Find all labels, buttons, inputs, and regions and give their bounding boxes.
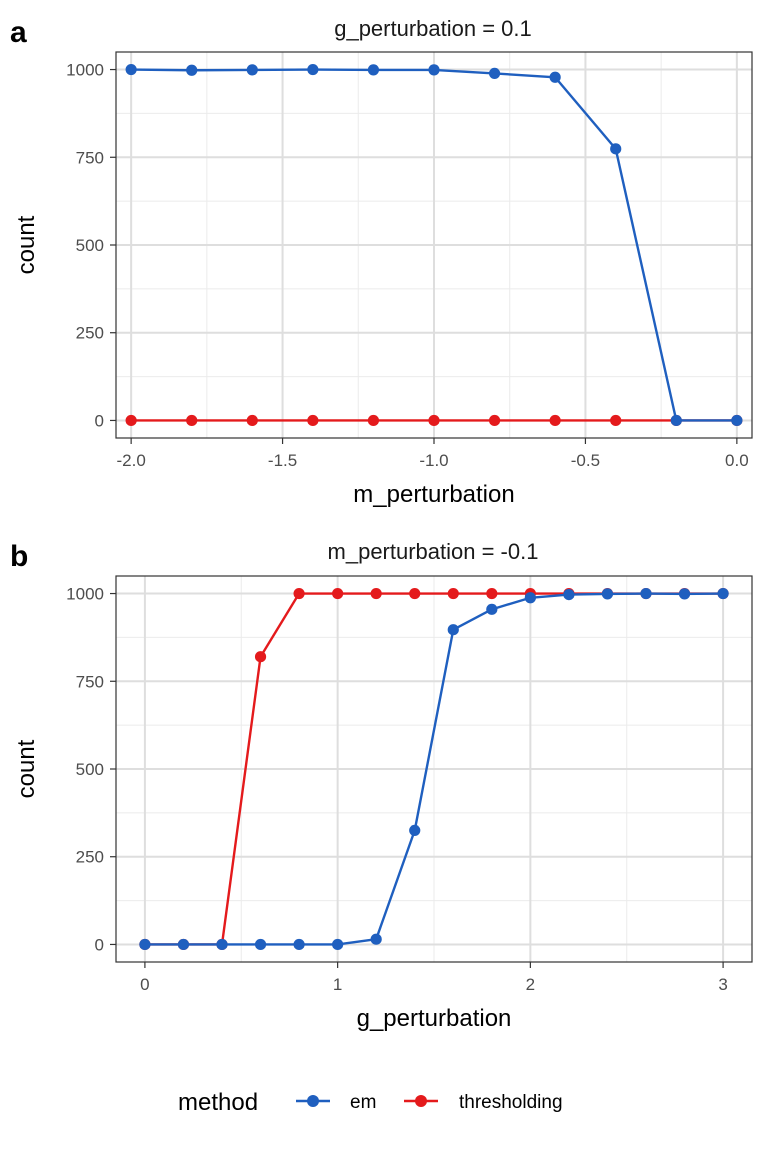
panel-b-xlabel: g_perturbation bbox=[357, 1005, 512, 1032]
panel-b-ticks: 0 1 2 3 0 250 500 750 1000 bbox=[66, 585, 728, 994]
x-tick-label: -0.5 bbox=[571, 451, 600, 470]
y-tick-label: 1000 bbox=[66, 61, 104, 80]
y-tick-label: 750 bbox=[76, 148, 104, 167]
data-point-em bbox=[409, 824, 421, 837]
data-point-thresholding bbox=[254, 651, 267, 663]
data-point-em bbox=[563, 588, 575, 601]
y-tick-label: 500 bbox=[76, 236, 104, 255]
data-point-thresholding bbox=[293, 587, 305, 600]
data-point-thresholding bbox=[486, 587, 498, 600]
y-tick-label: 500 bbox=[76, 760, 104, 779]
data-point-em bbox=[186, 64, 198, 76]
data-point-thresholding bbox=[307, 414, 319, 427]
data-point-thresholding bbox=[246, 414, 258, 427]
y-tick-label: 250 bbox=[76, 848, 104, 867]
data-point-thresholding bbox=[549, 414, 561, 427]
legend-item-em: em bbox=[296, 1092, 376, 1113]
data-point-em bbox=[246, 64, 258, 76]
data-point-em bbox=[332, 938, 344, 951]
data-point-em bbox=[216, 938, 228, 951]
x-tick-label: 1 bbox=[333, 975, 342, 994]
panel-a-xlabel: m_perturbation bbox=[353, 481, 514, 508]
data-point-em bbox=[488, 67, 501, 80]
data-point-em bbox=[447, 624, 459, 636]
data-point-em bbox=[486, 603, 498, 615]
data-point-thresholding bbox=[447, 587, 459, 600]
x-tick-label: 2 bbox=[526, 975, 535, 994]
data-point-em bbox=[717, 587, 729, 600]
panel-a-ylabel: count bbox=[13, 215, 40, 274]
x-tick-label: 0 bbox=[140, 975, 149, 994]
legend-em-marker bbox=[307, 1095, 319, 1107]
y-tick-label: 750 bbox=[76, 672, 104, 691]
data-point-thresholding bbox=[488, 414, 501, 427]
data-point-thresholding bbox=[367, 414, 380, 427]
legend-thresholding-label: thresholding bbox=[459, 1092, 563, 1113]
panel-a: a g_perturbation = 0.1 -2.0 -1.5 -1.0 -0.5 0… bbox=[10, 16, 753, 508]
x-tick-label: 0.0 bbox=[725, 451, 749, 470]
x-tick-label: -1.0 bbox=[419, 451, 448, 470]
data-point-em bbox=[428, 64, 440, 76]
data-point-em bbox=[125, 63, 137, 76]
data-point-em bbox=[139, 938, 151, 951]
data-point-em bbox=[678, 588, 691, 600]
data-point-em bbox=[524, 592, 536, 604]
data-point-em bbox=[549, 71, 561, 83]
x-tick-label: -1.5 bbox=[268, 451, 297, 470]
panel-a-tag: a bbox=[10, 16, 27, 49]
x-tick-label: -2.0 bbox=[116, 451, 145, 470]
panel-a-title: g_perturbation = 0.1 bbox=[334, 16, 532, 41]
data-point-em bbox=[367, 64, 380, 76]
legend-em-label: em bbox=[350, 1092, 376, 1113]
data-point-em bbox=[601, 588, 614, 600]
legend-title: method bbox=[178, 1089, 258, 1116]
panel-b: b m_perturbation = -0.1 0 1 2 3 0 250 500 750 10… bbox=[10, 539, 753, 1032]
data-point-em bbox=[177, 938, 190, 951]
data-point-thresholding bbox=[428, 414, 440, 427]
y-tick-label: 250 bbox=[76, 324, 104, 343]
data-point-em bbox=[254, 938, 267, 951]
panel-b-ylabel: count bbox=[13, 739, 40, 798]
legend-thresholding-marker bbox=[415, 1095, 427, 1107]
data-point-em bbox=[670, 414, 682, 427]
panel-b-tag: b bbox=[10, 540, 28, 573]
y-tick-label: 0 bbox=[95, 411, 104, 430]
panel-b-series bbox=[139, 587, 729, 951]
legend: method em thresholding bbox=[178, 1089, 563, 1116]
x-tick-label: 3 bbox=[718, 975, 727, 994]
y-tick-label: 0 bbox=[95, 935, 104, 954]
data-point-thresholding bbox=[409, 587, 421, 600]
data-point-thresholding bbox=[125, 414, 137, 427]
data-point-thresholding bbox=[370, 587, 382, 600]
y-tick-label: 1000 bbox=[66, 585, 104, 604]
data-point-em bbox=[293, 938, 305, 951]
data-point-thresholding bbox=[186, 414, 198, 427]
data-point-thresholding bbox=[610, 414, 622, 427]
panel-b-title: m_perturbation = -0.1 bbox=[328, 539, 539, 564]
panel-a-series bbox=[125, 63, 743, 427]
panel-a-ticks: -2.0 -1.5 -1.0 -0.5 0.0 0 250 500 750 1000 bbox=[66, 61, 749, 470]
data-point-em bbox=[731, 414, 743, 427]
legend-item-thresholding: thresholding bbox=[404, 1092, 563, 1113]
data-point-em bbox=[307, 63, 319, 76]
data-point-thresholding bbox=[332, 587, 344, 600]
data-point-em bbox=[640, 587, 652, 600]
data-point-em bbox=[610, 143, 622, 155]
series-line-em bbox=[144, 592, 724, 946]
data-point-em bbox=[370, 933, 382, 945]
